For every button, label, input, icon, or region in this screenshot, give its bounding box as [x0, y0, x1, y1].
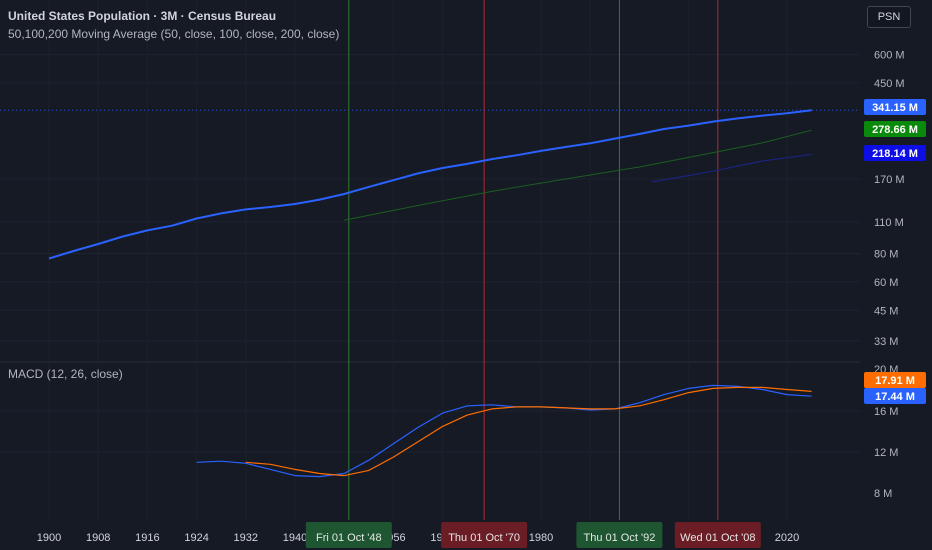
y-tick-label: 33 M: [874, 336, 898, 348]
x-tick-label: 2020: [775, 532, 799, 544]
y-tick-label-macd: 16 M: [874, 406, 898, 418]
x-tick-label: 1940: [283, 532, 307, 544]
y-tick-label: 450 M: [874, 78, 905, 90]
x-tick-label: 1924: [184, 532, 208, 544]
y-tick-label-macd: 12 M: [874, 447, 898, 459]
chart-title: United States Population · 3M · Census B…: [8, 9, 277, 23]
event-tag-label: Wed 01 Oct '08: [680, 532, 755, 544]
population-line: [48, 109, 812, 260]
last-value-badge: 341.15 M: [872, 102, 918, 114]
ma-value-badge: 278.66 M: [872, 124, 918, 136]
y-tick-label: 600 M: [874, 49, 905, 61]
event-tag: [674, 522, 761, 548]
x-tick-label: 1916: [135, 532, 159, 544]
ma-value-badge-bg: [864, 145, 926, 161]
macd-value-badge-bg: [864, 388, 926, 404]
event-tag: [576, 522, 663, 548]
y-tick-label: 170 M: [874, 174, 905, 186]
y-tick-label-macd: 8 M: [874, 488, 892, 500]
event-tag: [305, 522, 392, 548]
signal-line: [245, 386, 812, 477]
y-tick-label: 80 M: [874, 248, 898, 260]
event-tag-label: Fri 01 Oct '48: [316, 532, 382, 544]
ma-line-green: [344, 129, 812, 221]
x-tick-label: 1980: [529, 532, 553, 544]
symbol-button[interactable]: PSN: [867, 6, 911, 28]
event-tag-label: Thu 01 Oct '70: [448, 532, 520, 544]
indicator-legend-ma[interactable]: 50,100,200 Moving Average (50, close, 10…: [8, 27, 340, 41]
indicator-legend-macd[interactable]: MACD (12, 26, close): [8, 367, 123, 381]
macd-line: [196, 384, 812, 478]
signal-value-badge: 17.91 M: [875, 375, 915, 387]
x-tick-label: 1900: [37, 532, 61, 544]
last-value-badge-bg: [864, 99, 926, 115]
y-tick-label: 60 M: [874, 277, 898, 289]
event-tag-label: Thu 01 Oct '92: [584, 532, 656, 544]
event-tag: [441, 522, 528, 548]
x-tick-label: 1908: [86, 532, 110, 544]
ma-line-blue: [651, 153, 812, 183]
x-tick-label: 1932: [234, 532, 258, 544]
signal-value-badge-bg: [864, 372, 926, 388]
ma-value-badge-bg: [864, 121, 926, 137]
y-tick-label: 110 M: [874, 217, 904, 229]
ma-value-badge: 218.14 M: [872, 148, 918, 160]
y-tick-label: 45 M: [874, 305, 898, 317]
macd-value-badge: 17.44 M: [875, 391, 915, 403]
